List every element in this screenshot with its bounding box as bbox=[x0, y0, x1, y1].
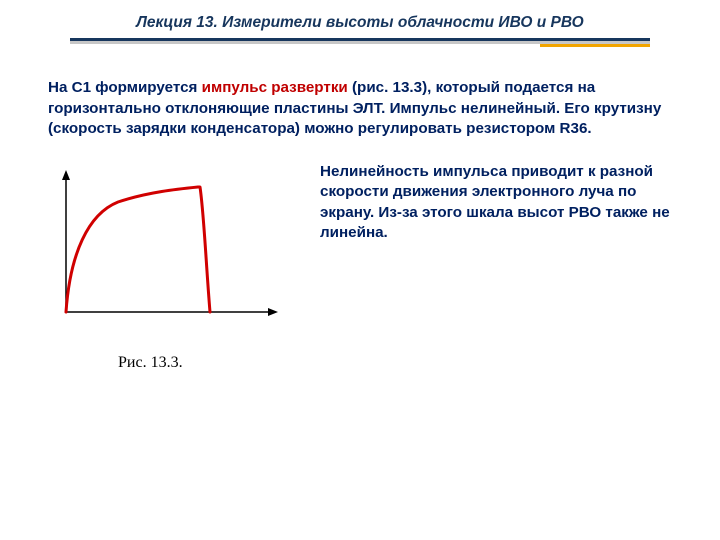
y-axis-arrow bbox=[62, 170, 70, 180]
figure-13-3 bbox=[48, 164, 288, 334]
p1-pre: На С1 формируется bbox=[48, 79, 202, 96]
x-axis-arrow bbox=[268, 308, 278, 316]
paragraph-1: На С1 формируется импульс развертки (рис… bbox=[48, 78, 668, 140]
lecture-title: Лекция 13. Измерители высоты облачности … bbox=[40, 14, 680, 32]
pulse-curve bbox=[66, 187, 210, 312]
paragraph-2: Нелинейность импульса приводит к разной … bbox=[320, 162, 680, 244]
header-divider bbox=[70, 38, 650, 48]
p1-highlight: импульс развертки bbox=[202, 79, 348, 96]
figure-caption: Рис. 13.3. bbox=[118, 354, 310, 372]
